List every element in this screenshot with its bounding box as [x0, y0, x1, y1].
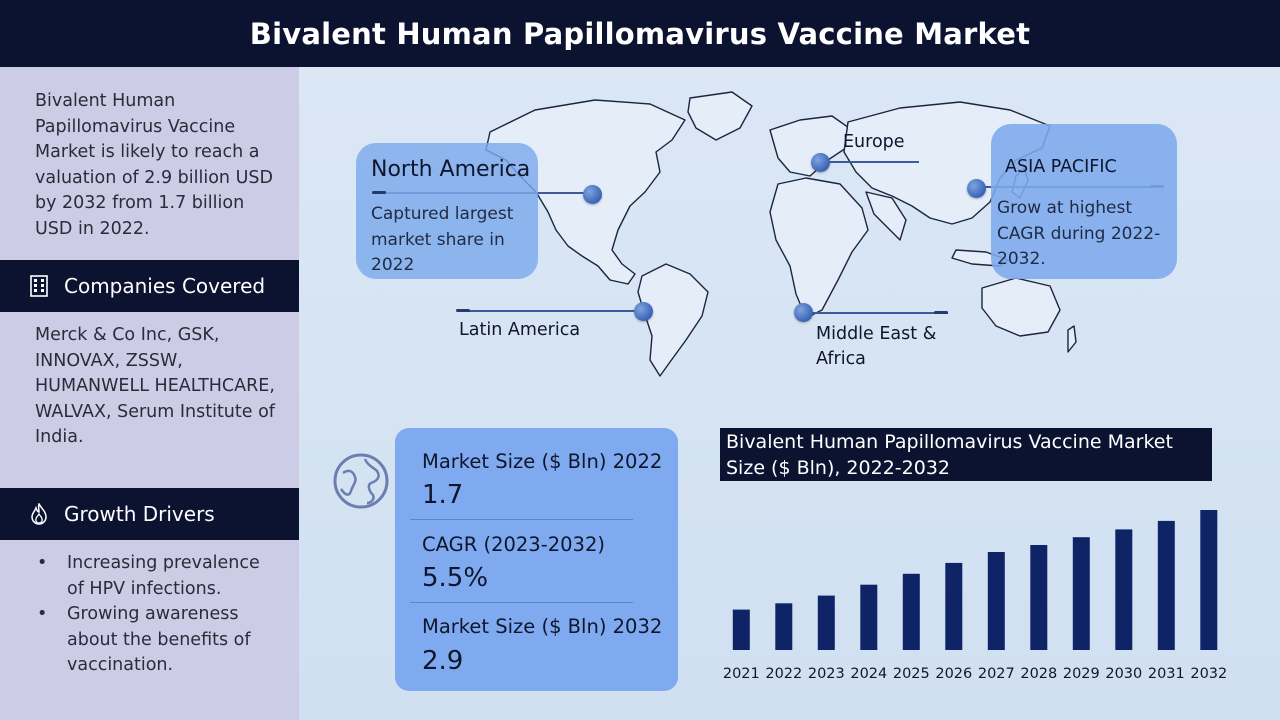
growth-drivers-header: Growth Drivers: [0, 488, 299, 540]
mea-connector-line: [804, 312, 948, 314]
x-tick-label: 2030: [1105, 666, 1142, 682]
europe-marker: [811, 153, 830, 172]
bar-2032: [1200, 510, 1218, 650]
map-new-zealand: [1067, 325, 1077, 353]
bar-2025: [902, 573, 920, 650]
x-tick-label: 2032: [1190, 666, 1227, 682]
market-size-2022-value: 1.7: [422, 480, 464, 510]
mea-connector-end: [934, 311, 948, 314]
divider: [410, 519, 633, 520]
bar-2023: [817, 595, 835, 650]
north-america-title: North America: [371, 157, 531, 182]
bar-2022: [775, 603, 793, 650]
asia-pacific-desc: Grow at highest CAGR during 2022-2032.: [997, 198, 1161, 269]
market-stats-card: Market Size ($ Bln) 2022 1.7 CAGR (2023-…: [395, 428, 678, 691]
asia-pacific-marker: [967, 179, 986, 198]
companies-covered-title: Companies Covered: [64, 274, 266, 298]
mea-marker: [794, 303, 813, 322]
latam-connector-line: [457, 310, 643, 312]
divider: [410, 602, 633, 603]
flame-icon: [28, 503, 50, 525]
bar-2028: [1030, 545, 1048, 650]
bar-2021: [732, 609, 750, 650]
page-header: Bivalent Human Papillomavirus Vaccine Ma…: [0, 0, 1280, 67]
x-tick-label: 2021: [723, 666, 760, 682]
chart-title: Bivalent Human Papillomavirus Vaccine Ma…: [720, 428, 1212, 481]
market-summary-text: Bivalent Human Papillomavirus Vaccine Ma…: [35, 91, 273, 239]
map-south-america: [637, 263, 709, 377]
growth-drivers-title: Growth Drivers: [64, 502, 215, 526]
latam-connector-end: [456, 309, 470, 312]
map-europe: [769, 115, 853, 177]
map-india: [865, 191, 907, 241]
sidebar: Bivalent Human Papillomavirus Vaccine Ma…: [0, 67, 299, 720]
asia-pacific-title: ASIA PACIFIC: [1005, 157, 1117, 177]
bar-chart: 2021 2022 2023 2024 2025 2026 2027 2028 2029 2030…: [723, 510, 1227, 682]
growth-drivers-list: Increasing prevalence of HPV infections.…: [35, 551, 265, 679]
europe-label: Europe: [843, 132, 905, 152]
bar-2029: [1072, 537, 1090, 650]
latin-america-marker: [634, 302, 653, 321]
latin-america-label: Latin America: [459, 320, 581, 340]
x-tick-label: 2026: [935, 666, 972, 682]
mea-label: Middle East & Africa: [816, 324, 937, 369]
cagr-label: CAGR (2023-2032): [422, 533, 605, 556]
market-size-2032-label: Market Size ($ Bln) 2032: [422, 615, 663, 638]
north-america-marker: [583, 185, 602, 204]
cagr-value: 5.5%: [422, 563, 489, 593]
list-item: Increasing prevalence of HPV infections.: [35, 551, 265, 602]
asia-pacific-callout: ASIA PACIFIC Grow at highest CAGR during…: [991, 124, 1177, 279]
bar-2031: [1157, 520, 1175, 650]
north-america-desc: Captured largest market share in 2022: [371, 204, 514, 275]
x-tick-label: 2023: [808, 666, 845, 682]
map-africa: [769, 177, 869, 319]
market-size-2022-label: Market Size ($ Bln) 2022: [422, 450, 663, 473]
companies-list-text: Merck & Co Inc, GSK, INNOVAX, ZSSW, HUMA…: [35, 325, 275, 447]
map-greenland: [687, 91, 753, 141]
bar-2026: [945, 562, 963, 650]
europe-connector-line: [822, 161, 919, 163]
x-tick-label: 2024: [850, 666, 887, 682]
x-tick-label: 2022: [765, 666, 802, 682]
bar-2030: [1115, 529, 1133, 650]
market-size-2032-value: 2.9: [422, 646, 464, 676]
x-tick-label: 2031: [1148, 666, 1185, 682]
x-tick-label: 2027: [978, 666, 1015, 682]
x-tick-label: 2028: [1020, 666, 1057, 682]
globe-icon: [333, 453, 389, 509]
x-tick-label: 2029: [1063, 666, 1100, 682]
bar-2024: [860, 584, 878, 650]
north-america-callout: North America Captured largest market sh…: [356, 143, 538, 279]
companies-covered-header: Companies Covered: [0, 260, 299, 312]
list-item: Growing awareness about the benefits of …: [35, 602, 265, 679]
bar-2027: [987, 552, 1005, 650]
building-icon: [28, 275, 50, 297]
x-tick-label: 2025: [893, 666, 930, 682]
map-australia: [981, 277, 1061, 337]
na-connector-end: [372, 191, 386, 194]
page-title: Bivalent Human Papillomavirus Vaccine Ma…: [249, 16, 1031, 51]
